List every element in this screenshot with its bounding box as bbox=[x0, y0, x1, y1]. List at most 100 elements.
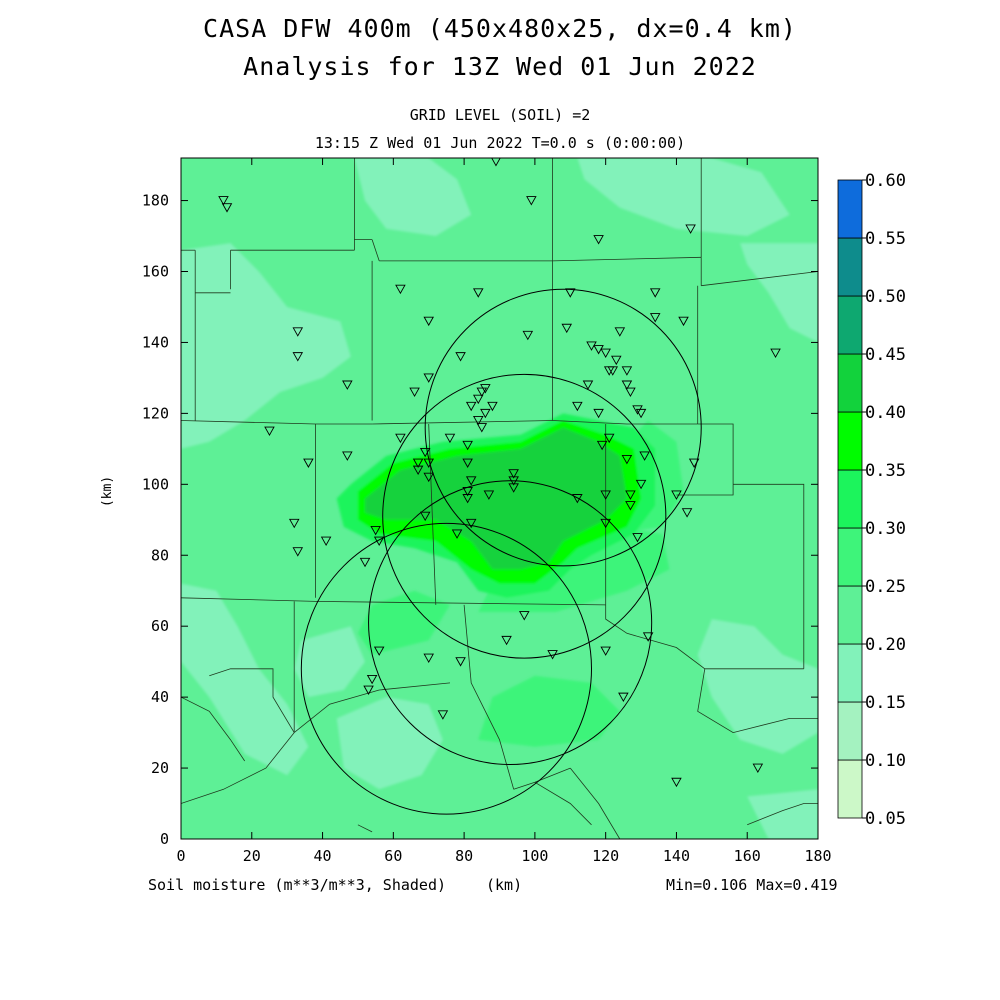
station-marker bbox=[681, 508, 693, 518]
station-marker bbox=[451, 529, 463, 539]
county-line-30 bbox=[697, 668, 818, 734]
y-tick-label: 40 bbox=[151, 688, 169, 706]
county-line-25 bbox=[676, 484, 734, 496]
y-tick-label: 140 bbox=[142, 333, 169, 351]
county-line-21 bbox=[552, 420, 698, 425]
valid-time-label: 13:15 Z Wed 01 Jun 2022 T=0.0 s (0:00:00… bbox=[314, 134, 686, 152]
station-marker bbox=[476, 387, 488, 398]
x-tick-label: 120 bbox=[592, 847, 619, 865]
station-marker bbox=[614, 327, 626, 337]
station-marker bbox=[373, 536, 385, 546]
colorbar-swatch bbox=[837, 179, 863, 239]
station-marker bbox=[547, 650, 558, 660]
station-marker bbox=[462, 440, 473, 451]
colorbar-label: 0.15 bbox=[865, 693, 906, 713]
station-marker bbox=[632, 405, 643, 415]
county-line-11 bbox=[552, 256, 702, 262]
colorbar-swatch bbox=[837, 237, 863, 297]
colorbar-label: 0.55 bbox=[865, 229, 906, 249]
colorbar-label: 0.40 bbox=[865, 403, 906, 423]
station-marker bbox=[292, 547, 304, 557]
y-tick-label: 180 bbox=[142, 192, 169, 210]
station-marker bbox=[671, 777, 682, 788]
station-marker bbox=[501, 635, 512, 646]
colorbar-swatch bbox=[837, 759, 863, 819]
station-marker bbox=[472, 288, 484, 298]
station-marker bbox=[462, 494, 473, 504]
variable-label: Soil moisture (m**3/m**3, Shaded) bbox=[148, 876, 447, 894]
x-tick-label: 60 bbox=[384, 847, 402, 865]
station-marker bbox=[423, 472, 434, 483]
x-tick-label: 40 bbox=[314, 847, 332, 865]
colorbar-label: 0.20 bbox=[865, 635, 906, 655]
station-marker bbox=[455, 657, 466, 667]
county-line-41 bbox=[747, 803, 818, 826]
station-marker bbox=[621, 380, 633, 390]
county-line-40 bbox=[357, 824, 373, 833]
station-marker bbox=[395, 433, 406, 444]
station-marker bbox=[593, 235, 604, 245]
y-tick-label: 60 bbox=[151, 617, 169, 635]
station-marker bbox=[671, 490, 682, 500]
station-marker bbox=[303, 458, 314, 468]
station-marker bbox=[423, 458, 434, 468]
colorbar-label: 0.30 bbox=[865, 519, 906, 539]
radar-ring-0 bbox=[382, 373, 667, 659]
soil-moisture-field bbox=[181, 158, 818, 839]
station-marker bbox=[472, 394, 484, 405]
station-marker bbox=[600, 490, 611, 500]
station-marker bbox=[649, 288, 661, 298]
station-marker bbox=[621, 455, 633, 465]
colorbar-label: 0.35 bbox=[865, 461, 906, 481]
county-line-29 bbox=[605, 604, 804, 670]
station-marker bbox=[465, 401, 477, 412]
radar-ring-3 bbox=[368, 480, 653, 766]
chart-subtitle: Analysis for 13Z Wed 01 Jun 2022 bbox=[243, 52, 757, 81]
station-marker bbox=[419, 447, 431, 458]
station-marker bbox=[603, 433, 615, 444]
county-line-34 bbox=[209, 668, 295, 733]
y-tick-label: 100 bbox=[142, 475, 169, 493]
y-tick-label: 120 bbox=[142, 404, 169, 422]
station-marker bbox=[373, 646, 385, 656]
station-marker bbox=[366, 674, 378, 685]
station-marker bbox=[621, 366, 633, 376]
moisture-region-4 bbox=[181, 583, 309, 776]
station-marker bbox=[625, 387, 636, 398]
chart-title: CASA DFW 400m (450x480x25, dx=0.4 km) bbox=[203, 14, 797, 43]
x-axis-label: (km) bbox=[486, 876, 523, 894]
station-marker bbox=[412, 465, 424, 476]
station-marker bbox=[221, 203, 233, 213]
colorbar-swatch bbox=[837, 585, 863, 645]
moisture-region-7 bbox=[697, 619, 818, 754]
y-tick-label: 160 bbox=[142, 263, 169, 281]
station-marker bbox=[483, 490, 495, 500]
station-marker bbox=[480, 384, 491, 394]
county-line-33 bbox=[293, 682, 451, 733]
station-marker bbox=[462, 486, 473, 497]
county-line-13 bbox=[701, 271, 818, 287]
station-marker bbox=[455, 352, 466, 362]
plot-frame bbox=[180, 157, 819, 840]
colorbar-label: 0.60 bbox=[865, 171, 906, 191]
station-marker bbox=[635, 408, 647, 419]
station-marker bbox=[444, 433, 456, 444]
county-line-23 bbox=[697, 423, 734, 485]
x-tick-label: 140 bbox=[663, 847, 690, 865]
station-marker bbox=[632, 533, 643, 543]
y-tick-label: 20 bbox=[151, 759, 169, 777]
county-line-2 bbox=[181, 420, 316, 425]
station-marker bbox=[565, 288, 576, 298]
colorbar: 0.05 0.10 0.15 0.20 0.25 0.30 0.35 0.40 0.45 0.50… bbox=[837, 171, 906, 829]
station-marker bbox=[572, 494, 583, 504]
station-marker bbox=[519, 611, 530, 621]
moisture-region-3 bbox=[740, 243, 818, 343]
station-marker bbox=[320, 536, 332, 546]
station-marker bbox=[363, 685, 374, 695]
station-marker bbox=[370, 525, 381, 536]
station-marker bbox=[491, 158, 501, 167]
station-marker bbox=[572, 401, 583, 412]
county-line-28 bbox=[315, 601, 606, 606]
station-marker bbox=[642, 632, 654, 642]
